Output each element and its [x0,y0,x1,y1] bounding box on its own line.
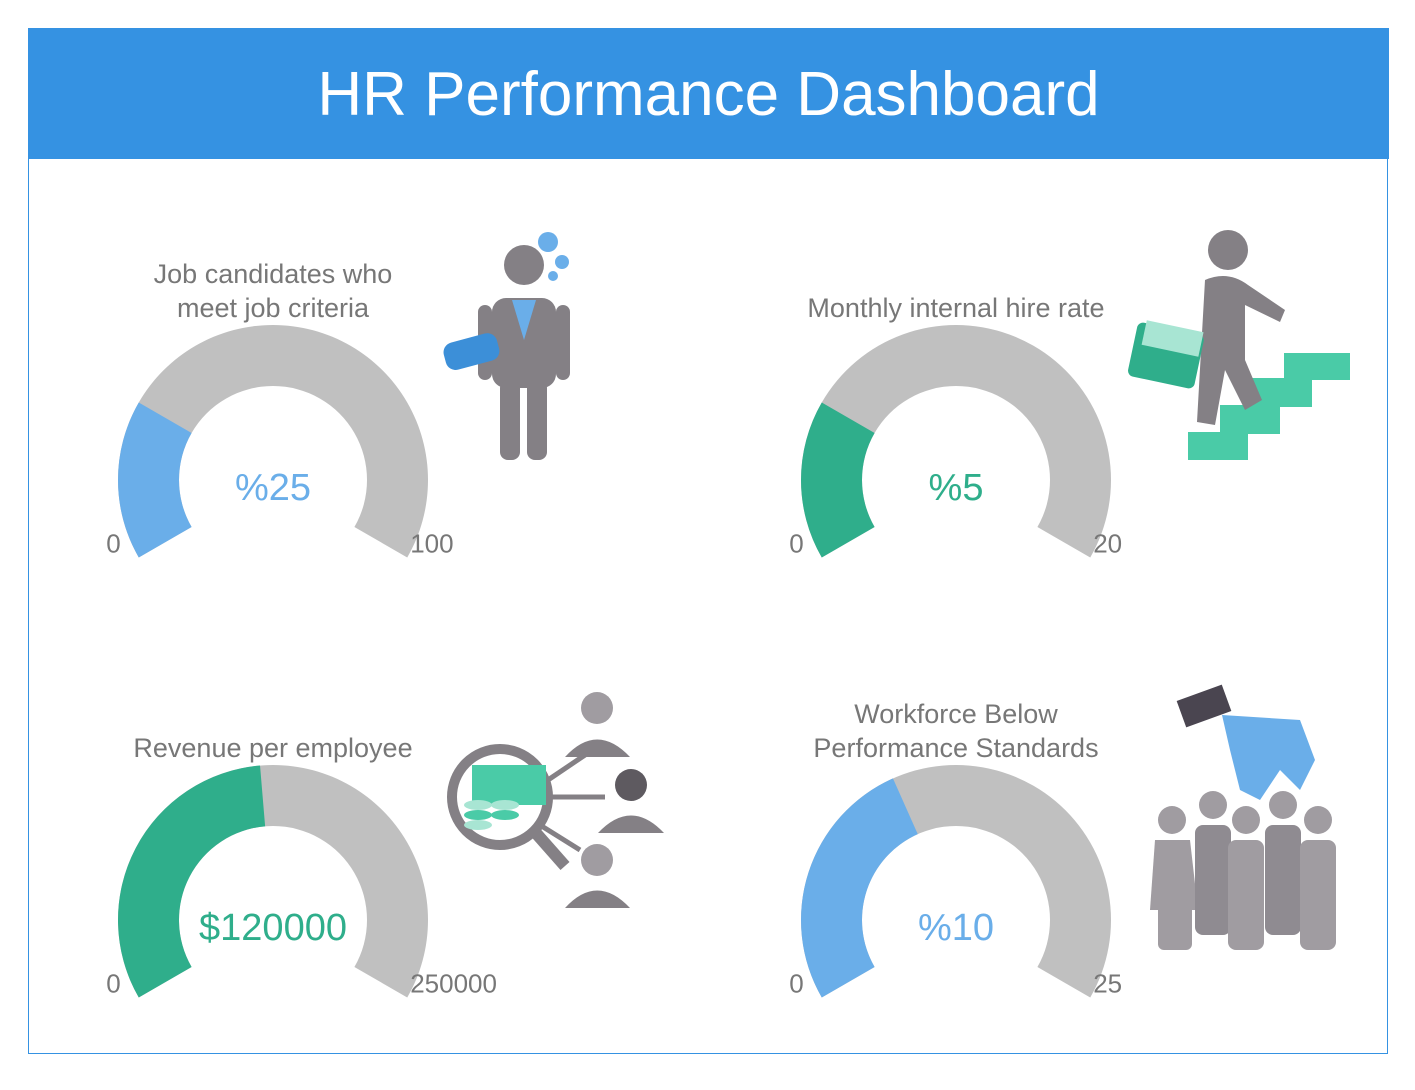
gauge-value: $120000 [199,907,347,949]
gauge-tick-label: 250000 [410,969,497,999]
gauge-track [118,325,428,558]
header-title: HR Performance Dashboard [28,28,1389,159]
gauge-fill [801,778,918,998]
icon-revenue-search [447,692,664,908]
gauge-tick-label: 0 [106,529,120,559]
gauge-value: %10 [918,907,994,949]
gauge-value: %5 [929,467,984,509]
icon-workforce [1150,684,1336,950]
gauge-fill [801,402,875,558]
gauge-value: %25 [235,467,311,509]
gauge-tick-label: 0 [106,969,120,999]
gauge-tick-label: 100 [410,529,453,559]
gauge-fill [117,765,266,998]
gauge-title: Workforce Below Performance Standards [813,699,1099,763]
gauge-title: Revenue per employee [133,733,413,763]
gauge-tick-label: 0 [789,969,803,999]
gauge-fill [117,402,192,558]
gauge-track [800,324,1111,558]
icon-promotion [1128,230,1350,460]
gauge-tick-label: 25 [1093,969,1122,999]
gauge-tick-label: 0 [789,529,803,559]
icon-recruiter [443,232,570,460]
gauge-title: Monthly internal hire rate [807,293,1105,323]
gauge-tick-label: 20 [1093,529,1122,559]
gauge-title: Job candidates who meet job criteria [153,259,393,323]
